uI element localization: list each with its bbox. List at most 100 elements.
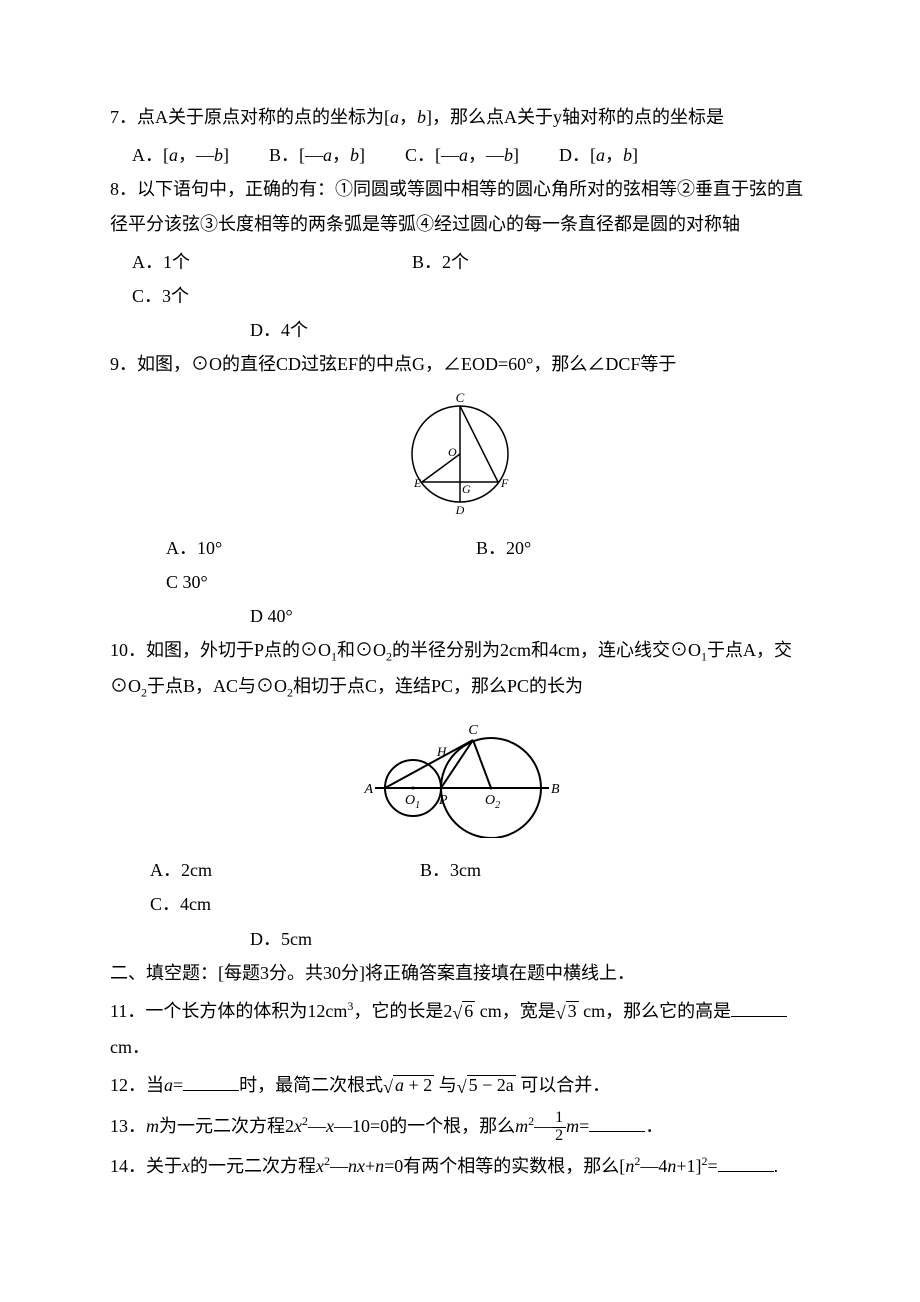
q7-sep: ，: [399, 107, 417, 127]
q10-t: 于点B，AC与⊙O: [147, 676, 287, 696]
q12-t: =: [173, 1075, 183, 1095]
label-h: H: [436, 744, 447, 759]
q13-t: —: [308, 1116, 326, 1136]
q11-t: ，它的长是2: [353, 1001, 452, 1021]
q10-t: 和⊙O: [337, 640, 386, 660]
q9-options-2: D 40°: [110, 599, 810, 633]
den: 2: [552, 1128, 566, 1145]
question-12: 12．当a=时，最简二次根式√a + 2 与√5 − 2a 可以合并．: [110, 1068, 810, 1104]
q7-var-a: a: [390, 107, 399, 127]
opt-var: a: [323, 145, 332, 165]
blank: [731, 1000, 787, 1017]
var: m: [515, 1116, 528, 1136]
q9-options: A．10° B．20° C 30°: [110, 531, 810, 599]
var: n: [667, 1156, 676, 1176]
q7-text-a: 7．点A关于原点对称的点的坐标为[: [110, 107, 390, 127]
q12-t: 与: [434, 1075, 457, 1095]
q10-t: 10．如图，外切于P点的⊙O: [110, 640, 331, 660]
question-10: 10．如图，外切于P点的⊙O1和⊙O2的半径分别为2cm和4cm，连心线交⊙O1…: [110, 633, 810, 704]
label-o1: O1: [405, 793, 420, 811]
sqrt-arg: 6: [462, 1001, 475, 1022]
blank: [718, 1155, 774, 1172]
blank: [589, 1114, 645, 1131]
q8-options: A．1个 B．2个 C．3个: [110, 245, 810, 313]
q7-var-b: b: [417, 107, 426, 127]
question-13: 13．m为一元二次方程2x2—x—10=0的一个根，那么m2—12m=．: [110, 1109, 810, 1145]
label-o2: O2: [485, 793, 500, 811]
label-p: P: [438, 793, 448, 808]
q13-t: 为一元二次方程2: [159, 1116, 294, 1136]
question-9: 9．如图，⊙O的直径CD过弦EF的中点G，∠EOD=60°，那么∠DCF等于: [110, 347, 810, 381]
q14-t: 的一元二次方程: [190, 1156, 316, 1176]
q14-t: 14．关于: [110, 1156, 182, 1176]
q13-t: =: [579, 1116, 589, 1136]
opt-text: D．[: [559, 145, 596, 165]
q10-opt-c: C．4cm: [150, 887, 211, 921]
var: n: [625, 1156, 634, 1176]
opt-var: b: [214, 145, 223, 165]
q8-opt-d: D．4个: [250, 313, 308, 347]
opt-var: b: [623, 145, 632, 165]
opt-text: C．[—: [405, 145, 459, 165]
txt: + 2: [404, 1075, 432, 1095]
sqrt: √5 − 2a: [457, 1068, 516, 1104]
q14-t: +: [365, 1156, 375, 1176]
var: x: [182, 1156, 190, 1176]
label-c2: C: [468, 723, 478, 738]
q14-t: —4: [640, 1156, 667, 1176]
opt-var: b: [504, 145, 513, 165]
q7-opt-b: B．[—a，b]: [269, 138, 365, 172]
q7-opt-d: D．[a，b]: [559, 138, 638, 172]
var: x: [326, 1116, 334, 1136]
q10-opt-b: B．3cm: [420, 853, 640, 887]
label-a: A: [363, 782, 373, 797]
sqrt-arg: 5 − 2a: [467, 1075, 516, 1096]
q9-text: 9．如图，⊙O的直径CD过弦EF的中点G，∠EOD=60°，那么∠DCF等于: [110, 354, 676, 374]
q11-t: cm，那么它的高是: [579, 1001, 732, 1021]
q8-opt-b: B．2个: [412, 245, 622, 279]
q12-t: 12．当: [110, 1075, 164, 1095]
q13-t: —: [534, 1116, 552, 1136]
q11-t: cm，宽是: [475, 1001, 556, 1021]
q10-figure: A O1 P O2 B C H: [110, 708, 810, 849]
var: m: [566, 1116, 579, 1136]
fraction: 12: [552, 1110, 566, 1145]
q8-opt-c: C．3个: [132, 279, 342, 313]
question-8: 8．以下语句中，正确的有：①同圆或等圆中相等的圆心角所对的弦相等②垂直于弦的直径…: [110, 172, 810, 240]
q9-opt-a: A．10°: [166, 531, 406, 565]
sqrt: √a + 2: [383, 1068, 434, 1104]
question-7: 7．点A关于原点对称的点的坐标为[a，b]，那么点A关于y轴对称的点的坐标是: [110, 100, 810, 134]
opt-text: B．[—: [269, 145, 323, 165]
question-14: 14．关于x的一元二次方程x2—nx+n=0有两个相等的实数根，那么[n2—4n…: [110, 1149, 810, 1183]
var: n: [375, 1156, 384, 1176]
opt-text: ]: [223, 145, 229, 165]
q8-opt-a: A．1个: [132, 245, 342, 279]
q9-opt-d: D 40°: [250, 599, 293, 633]
opt-text: ，—: [468, 145, 504, 165]
sqrt-arg: a + 2: [393, 1075, 434, 1096]
q11-t: 11．一个长方体的体积为12cm: [110, 1001, 347, 1021]
var: n: [348, 1156, 357, 1176]
opt-var: a: [459, 145, 468, 165]
q9-opt-b: B．20°: [476, 531, 696, 565]
q11-t: cm．: [110, 1037, 150, 1057]
q13-t: 13．: [110, 1116, 146, 1136]
q12-t: 时，最简二次根式: [239, 1075, 383, 1095]
opt-text: ，: [605, 145, 623, 165]
q10-options-2: D．5cm: [110, 922, 810, 956]
opt-text: ]: [513, 145, 519, 165]
opt-text: ]: [359, 145, 365, 165]
label-b: B: [551, 782, 560, 797]
q14-t: .: [774, 1156, 779, 1176]
q8-options-2: D．4个: [110, 313, 810, 347]
sqrt-arg: 3: [566, 1001, 579, 1022]
label-f: F: [500, 476, 509, 490]
sqrt: √6: [452, 994, 475, 1030]
opt-text: A．[: [132, 145, 169, 165]
q13-t: ．: [645, 1116, 663, 1136]
sqrt: √3: [556, 994, 579, 1030]
opt-text: ，—: [178, 145, 214, 165]
q14-t: =0有两个相等的实数根，那么[: [384, 1156, 625, 1176]
q14-t: +1]: [676, 1156, 701, 1176]
opt-var: a: [596, 145, 605, 165]
